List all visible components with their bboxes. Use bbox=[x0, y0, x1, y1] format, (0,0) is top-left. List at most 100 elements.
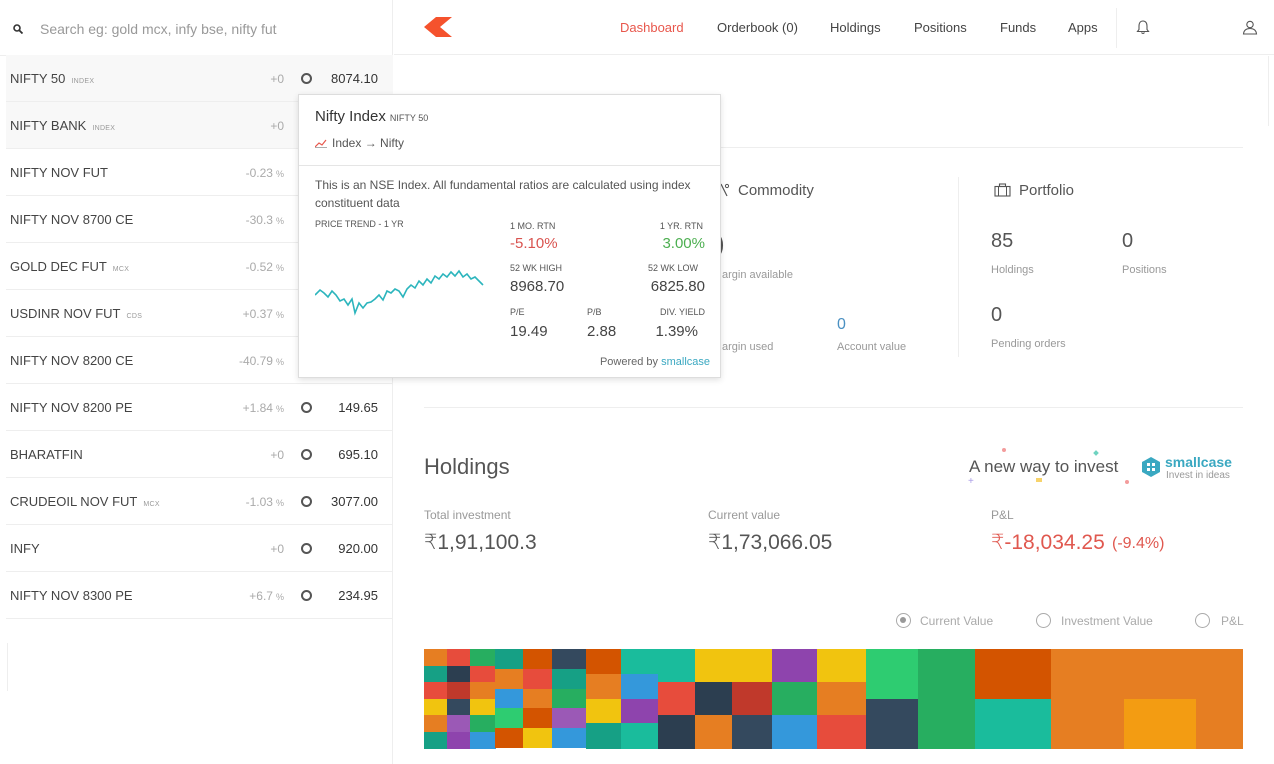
treemap-cell[interactable] bbox=[470, 649, 496, 666]
treemap-cell[interactable] bbox=[522, 649, 553, 670]
treemap-cell[interactable] bbox=[552, 668, 587, 690]
watchlist-row[interactable]: NIFTY NOV FUT -0.23% bbox=[6, 149, 393, 196]
treemap-cell[interactable] bbox=[552, 649, 587, 670]
treemap-cell[interactable] bbox=[771, 682, 818, 716]
treemap-cell[interactable] bbox=[522, 688, 553, 709]
treemap-cell[interactable] bbox=[1050, 698, 1125, 749]
treemap-cell[interactable] bbox=[771, 649, 818, 683]
portfolio-positions-label: Positions bbox=[1122, 264, 1167, 276]
treemap-cell[interactable] bbox=[974, 698, 1052, 749]
treemap-cell[interactable] bbox=[695, 682, 733, 716]
treemap-cell[interactable] bbox=[424, 715, 448, 732]
treemap-cell[interactable] bbox=[585, 649, 622, 675]
treemap-cell[interactable] bbox=[658, 715, 696, 749]
treemap-cell[interactable] bbox=[447, 715, 471, 732]
treemap-cell[interactable] bbox=[658, 649, 696, 683]
watchlist-row[interactable]: USDINR NOV FUT CDS +0.37% bbox=[6, 290, 393, 337]
treemap-cell[interactable] bbox=[470, 731, 496, 749]
smallcase-promo[interactable]: A new way to invest + smallcase Invest i… bbox=[966, 448, 1241, 488]
treemap-cell[interactable] bbox=[522, 668, 553, 690]
watchlist-row[interactable]: BHARATFIN +0 695.10 bbox=[6, 431, 393, 478]
watchlist-row[interactable]: CRUDEOIL NOV FUT MCX -1.03% 3077.00 bbox=[6, 478, 393, 525]
treemap-cell[interactable] bbox=[974, 649, 1052, 699]
treemap-cell[interactable] bbox=[771, 715, 818, 749]
treemap-cell[interactable] bbox=[865, 649, 919, 699]
kite-logo[interactable] bbox=[424, 17, 452, 37]
treemap-cell[interactable] bbox=[918, 698, 976, 749]
treemap-cell[interactable] bbox=[1124, 649, 1197, 699]
radio-current-value[interactable] bbox=[896, 613, 911, 628]
treemap-cell[interactable] bbox=[495, 668, 524, 690]
treemap-cell[interactable] bbox=[658, 682, 696, 716]
treemap-cell[interactable] bbox=[447, 649, 471, 666]
watchlist-row[interactable]: NIFTY 50 INDEX +0 8074.10 bbox=[6, 55, 393, 102]
treemap-cell[interactable] bbox=[918, 649, 976, 699]
treemap-cell[interactable] bbox=[817, 715, 867, 749]
treemap-cell[interactable] bbox=[424, 682, 448, 699]
watchlist-row[interactable]: NIFTY NOV 8700 CE -30.3% bbox=[6, 196, 393, 243]
treemap-cell[interactable] bbox=[695, 715, 733, 749]
treemap-cell[interactable] bbox=[585, 723, 622, 749]
watchlist-row[interactable]: INFY +0 920.00 bbox=[6, 525, 393, 572]
treemap-cell[interactable] bbox=[732, 682, 773, 716]
treemap-cell[interactable] bbox=[495, 728, 524, 749]
holdings-treemap[interactable] bbox=[424, 649, 1244, 749]
radio-investment-value[interactable] bbox=[1036, 613, 1051, 628]
treemap-cell[interactable] bbox=[695, 649, 733, 683]
treemap-cell[interactable] bbox=[424, 731, 448, 749]
treemap-cell[interactable] bbox=[620, 673, 659, 699]
treemap-cell[interactable] bbox=[495, 708, 524, 729]
treemap-cell[interactable] bbox=[552, 708, 587, 729]
nav-holdings[interactable]: Holdings bbox=[830, 20, 881, 35]
treemap-cell[interactable] bbox=[585, 673, 622, 699]
treemap-cell[interactable] bbox=[817, 682, 867, 716]
search-bar[interactable]: Search eg: gold mcx, infy bse, nifty fut bbox=[0, 0, 393, 56]
treemap-cell[interactable] bbox=[620, 723, 659, 749]
watchlist-row[interactable]: NIFTY NOV 8200 CE -40.79% bbox=[6, 337, 393, 384]
watchlist-row[interactable]: NIFTY NOV 8300 PE +6.7% 234.95 bbox=[6, 572, 393, 619]
treemap-cell[interactable] bbox=[552, 728, 587, 749]
treemap-cell[interactable] bbox=[447, 682, 471, 699]
treemap-cell[interactable] bbox=[522, 708, 553, 729]
treemap-cell[interactable] bbox=[1195, 649, 1244, 749]
treemap-cell[interactable] bbox=[552, 688, 587, 709]
treemap-cell[interactable] bbox=[732, 649, 773, 683]
user-icon[interactable] bbox=[1242, 19, 1258, 35]
radio-pnl[interactable] bbox=[1195, 613, 1210, 628]
portfolio-holdings-label: Holdings bbox=[991, 264, 1034, 276]
nav-dashboard[interactable]: Dashboard bbox=[620, 20, 684, 35]
treemap-cell[interactable] bbox=[1124, 698, 1197, 749]
treemap-cell[interactable] bbox=[470, 698, 496, 716]
treemap-cell[interactable] bbox=[495, 688, 524, 709]
treemap-cell[interactable] bbox=[865, 698, 919, 749]
treemap-cell[interactable] bbox=[447, 731, 471, 749]
nav-funds[interactable]: Funds bbox=[1000, 20, 1037, 35]
treemap-cell[interactable] bbox=[424, 665, 448, 683]
instrument-name: NIFTY 50 INDEX bbox=[10, 71, 95, 86]
treemap-cell[interactable] bbox=[424, 649, 448, 666]
treemap-cell[interactable] bbox=[732, 715, 773, 749]
treemap-cell[interactable] bbox=[817, 649, 867, 683]
watchlist-row[interactable]: GOLD DEC FUT MCX -0.52% bbox=[6, 243, 393, 290]
treemap-cell[interactable] bbox=[522, 728, 553, 749]
nav-apps[interactable]: Apps bbox=[1068, 20, 1098, 35]
treemap-cell[interactable] bbox=[620, 698, 659, 724]
treemap-cell[interactable] bbox=[424, 698, 448, 716]
treemap-cell[interactable] bbox=[470, 682, 496, 699]
watchlist-row[interactable]: NIFTY NOV 8200 PE +1.84% 149.65 bbox=[6, 384, 393, 431]
pending-orders-count: 0 bbox=[991, 304, 1003, 326]
treemap-cell[interactable] bbox=[585, 698, 622, 724]
treemap-cell[interactable] bbox=[620, 649, 659, 675]
search-input[interactable]: Search eg: gold mcx, infy bse, nifty fut bbox=[40, 21, 277, 37]
treemap-cell[interactable] bbox=[470, 715, 496, 732]
treemap-cell[interactable] bbox=[495, 649, 524, 670]
treemap-cell[interactable] bbox=[447, 698, 471, 716]
status-circle-icon bbox=[301, 402, 312, 413]
nav-orderbook[interactable]: Orderbook (0) bbox=[717, 20, 798, 35]
powered-by-link[interactable]: smallcase bbox=[661, 356, 710, 368]
treemap-cell[interactable] bbox=[447, 665, 471, 683]
bell-icon[interactable] bbox=[1135, 19, 1151, 35]
nav-positions[interactable]: Positions bbox=[914, 20, 967, 35]
treemap-cell[interactable] bbox=[470, 665, 496, 683]
treemap-cell[interactable] bbox=[1050, 649, 1125, 699]
